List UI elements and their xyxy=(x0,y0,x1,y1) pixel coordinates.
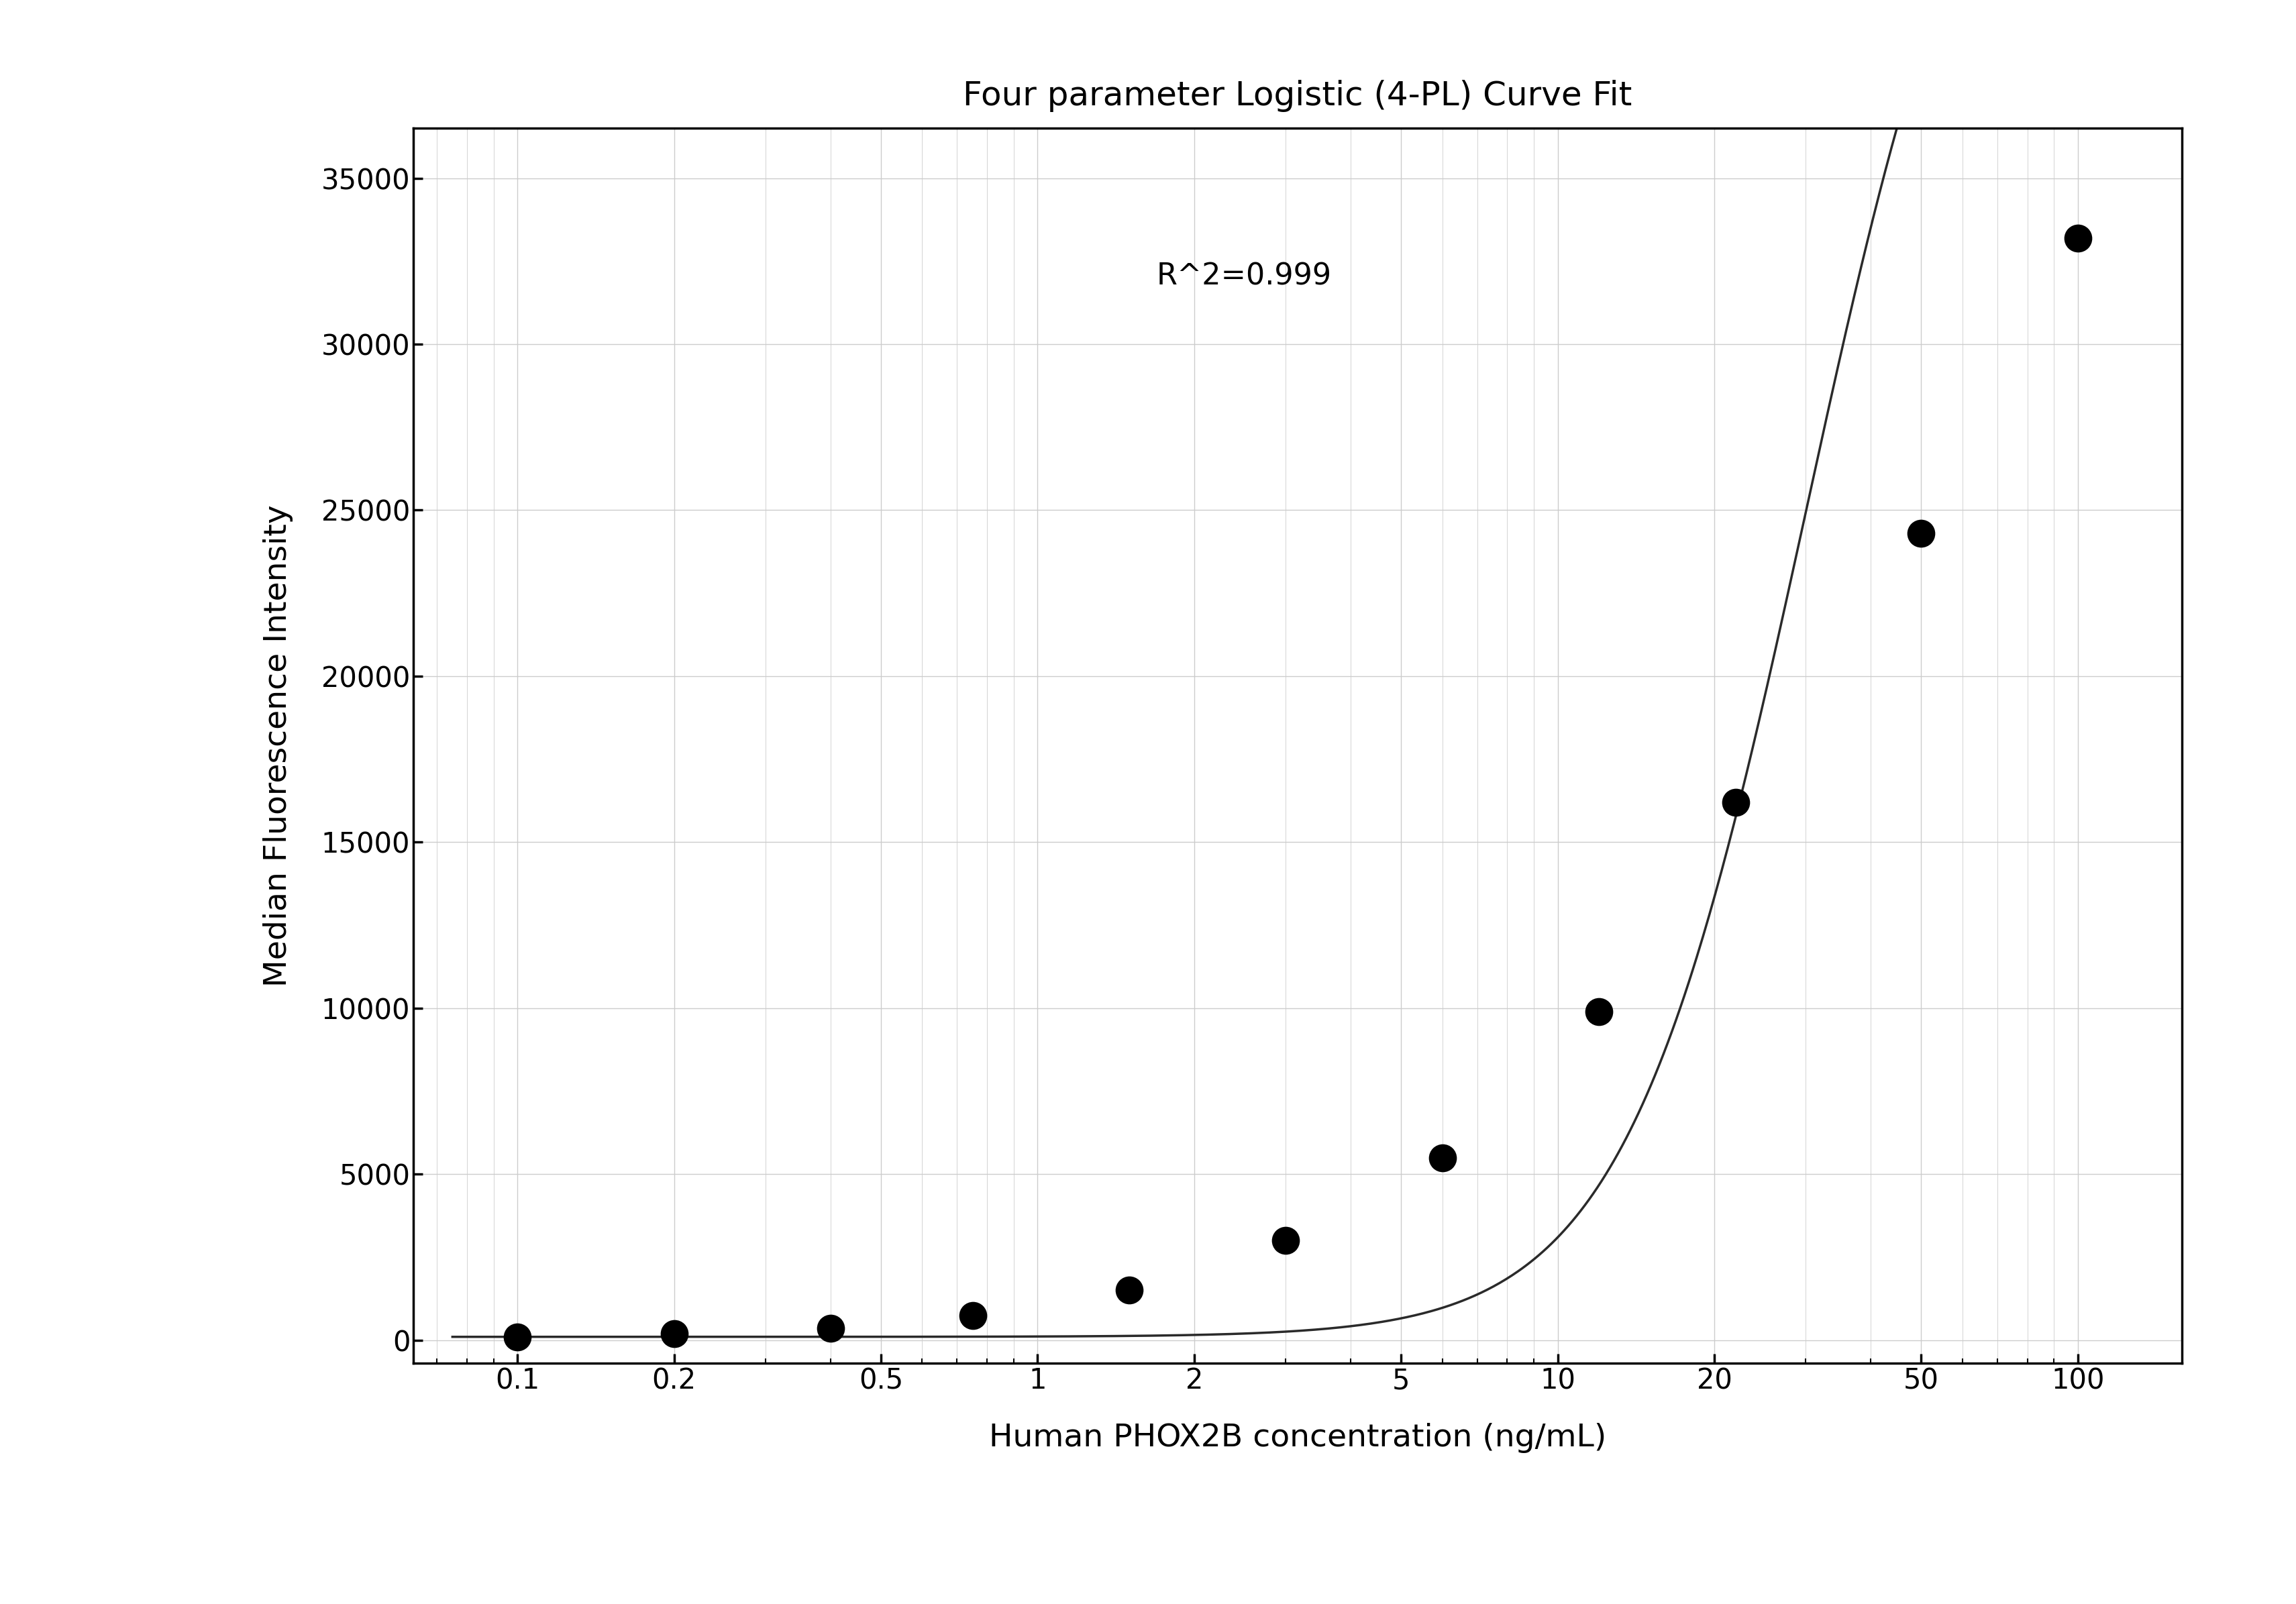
Point xyxy=(1903,521,1940,547)
Point xyxy=(1717,789,1754,815)
Point xyxy=(1424,1145,1460,1171)
Title: Four parameter Logistic (4-PL) Curve Fit: Four parameter Logistic (4-PL) Curve Fit xyxy=(962,80,1632,112)
Point xyxy=(654,1320,691,1346)
Point xyxy=(953,1302,990,1328)
Point xyxy=(1267,1227,1304,1253)
Point xyxy=(813,1315,850,1341)
Point xyxy=(1580,999,1616,1025)
Y-axis label: Median Fluorescence Intensity: Median Fluorescence Intensity xyxy=(264,505,294,986)
Point xyxy=(2060,225,2096,250)
Text: R^2=0.999: R^2=0.999 xyxy=(1155,261,1332,290)
Point xyxy=(498,1323,535,1349)
Point xyxy=(1111,1277,1148,1302)
X-axis label: Human PHOX2B concentration (ng/mL): Human PHOX2B concentration (ng/mL) xyxy=(990,1423,1605,1453)
